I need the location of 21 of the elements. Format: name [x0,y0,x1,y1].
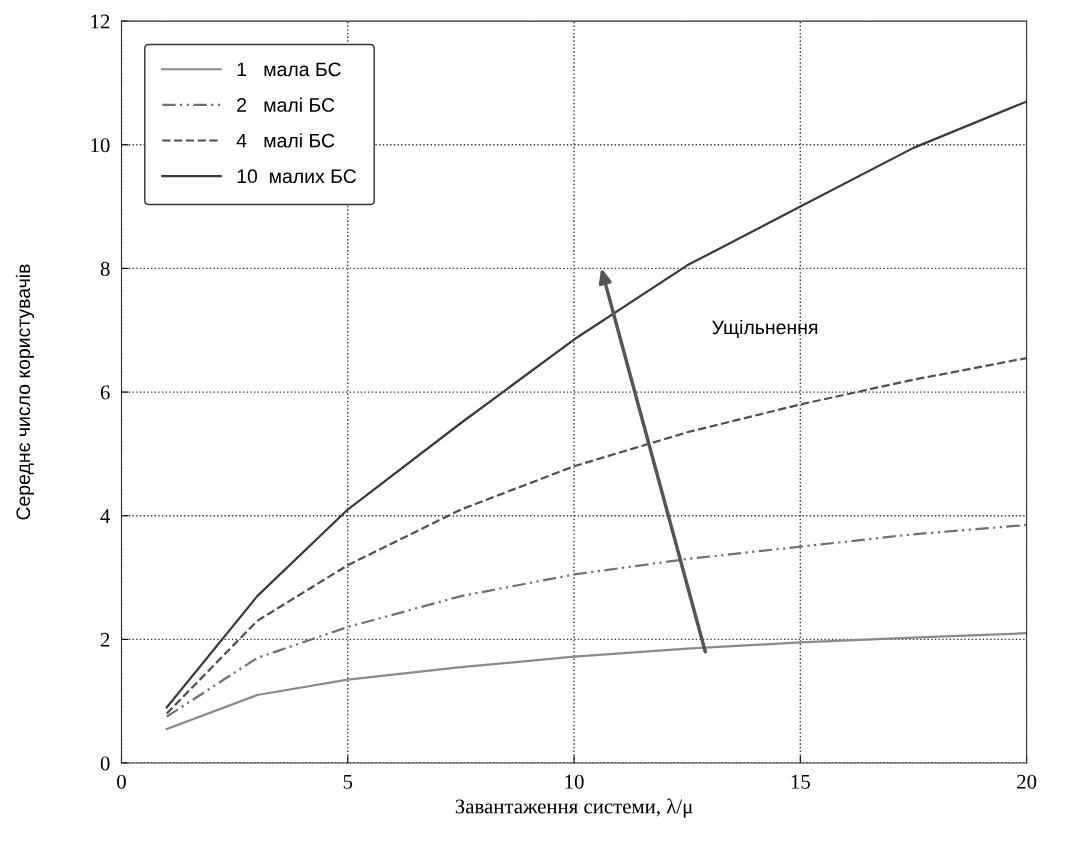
y-tick-label: 8 [100,261,110,276]
annotation: Ущільнення [712,319,818,338]
x-tick-label: 20 [1017,774,1037,789]
y-tick-label: 10 [91,138,110,153]
line-series [165,632,1027,731]
y-tick-label: 12 [91,14,110,29]
x-tick-label: 15 [791,774,810,789]
line-series [165,523,1027,718]
legend-label: 1 мала БС [237,62,341,77]
y-tick-label: 0 [100,756,110,771]
x-axis-title: Завантаження системи, λ/μ [455,798,693,818]
x-tick-label: 5 [343,774,353,789]
y-tick-label: 2 [100,632,110,647]
y-tick-label: 4 [100,509,111,523]
x-tick-label: 0 [117,774,126,789]
legend-label: 4 малі БС [236,133,335,148]
x-tick-label: 10 [565,774,584,789]
y-axis-title: Середнє число користувачів [15,264,34,520]
y-tick-label: 6 [100,385,110,400]
legend-label: 10 малих БС [237,169,356,184]
legend-label: 2 малі БС [237,97,335,112]
